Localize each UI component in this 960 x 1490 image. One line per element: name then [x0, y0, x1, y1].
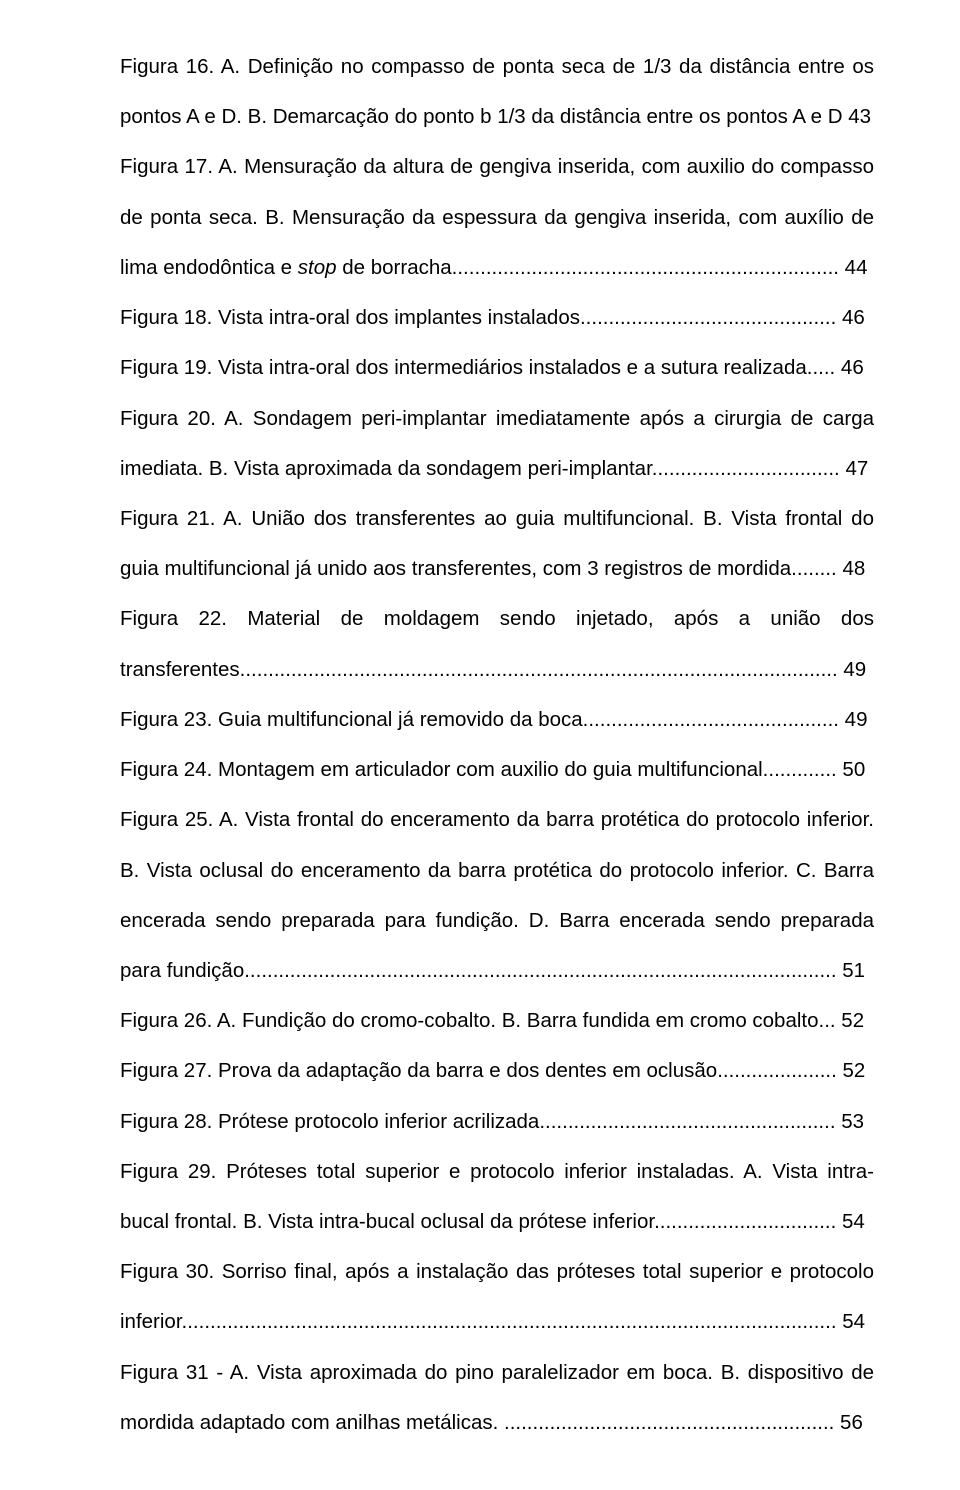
figure-entry: Figura 20. A. Sondagem peri-implantar im… [120, 394, 874, 494]
page-number: 43 [843, 105, 872, 128]
figure-label: Figura 25. [120, 808, 213, 831]
page-number: 51 [837, 959, 866, 982]
leader-dots: ........................................… [240, 658, 838, 681]
figure-label: Figura 29. [120, 1160, 216, 1183]
leader-dots: ........................................… [452, 256, 839, 279]
leader-dots: ........................................… [244, 959, 836, 982]
figure-entry: Figura 24. Montagem em articulador com a… [120, 745, 874, 795]
leader-dots: ... [819, 1009, 836, 1032]
page-number: 52 [836, 1009, 865, 1032]
leader-dots: ................................. [652, 457, 840, 480]
figure-label: Figura 23. [120, 708, 212, 731]
figure-label: Figura 19. [120, 356, 212, 379]
figure-entry: Figura 31 - A. Vista aproximada do pino … [120, 1348, 874, 1448]
page-number: 50 [837, 758, 866, 781]
leader-dots: ........................................… [504, 1411, 834, 1434]
figure-entry: Figura 22. Material de moldagem sendo in… [120, 594, 874, 694]
figure-entry: Figura 17. A. Mensuração da altura de ge… [120, 142, 874, 293]
figure-label: Figura 21. [120, 507, 215, 530]
figure-description: Guia multifuncional já removido da boca [212, 708, 582, 731]
page-number: 44 [839, 256, 868, 279]
figure-label: Figura 30. [120, 1260, 214, 1283]
page-number: 46 [836, 306, 865, 329]
figure-entry: Figura 30. Sorriso final, após a instala… [120, 1247, 874, 1347]
leader-dots: ................................ [654, 1210, 836, 1233]
figure-description: Prova da adaptação da barra e dos dentes… [212, 1059, 717, 1082]
figure-description-italic: stop [298, 256, 337, 279]
page-number: 56 [834, 1411, 863, 1434]
figure-label: Figura 20. [120, 407, 216, 430]
page-number: 53 [836, 1110, 865, 1133]
figure-entry: Figura 23. Guia multifuncional já removi… [120, 695, 874, 745]
figure-entry: Figura 29. Próteses total superior e pro… [120, 1147, 874, 1247]
figure-entry: Figura 28. Prótese protocolo inferior ac… [120, 1097, 874, 1147]
leader-dots: ............. [763, 758, 837, 781]
figure-description: Montagem em articulador com auxilio do g… [212, 758, 762, 781]
figure-label: Figura 27. [120, 1059, 212, 1082]
figure-description: A. Vista frontal do enceramento da barra… [120, 808, 874, 982]
figure-entry: Figura 18. Vista intra-oral dos implante… [120, 293, 874, 343]
figure-label: Figura 28. [120, 1110, 212, 1133]
figure-label: Figura 17. [120, 155, 213, 178]
figure-label: Figura 24. [120, 758, 212, 781]
leader-dots: ........................................… [580, 306, 836, 329]
figure-entry: Figura 21. A. União dos transferentes ao… [120, 494, 874, 594]
figure-description: A. Fundição do cromo-cobalto. B. Barra f… [212, 1009, 818, 1032]
figure-entry: Figura 27. Prova da adaptação da barra e… [120, 1046, 874, 1096]
leader-dots: ........................................… [182, 1310, 837, 1333]
page-number: 48 [837, 557, 866, 580]
figure-description: Vista intra-oral dos implantes instalado… [212, 306, 580, 329]
page-number: 49 [839, 708, 868, 731]
figure-description: Vista intra-oral dos intermediários inst… [212, 356, 806, 379]
figure-entry: Figura 19. Vista intra-oral dos intermed… [120, 343, 874, 393]
leader-dots: ..................... [717, 1059, 837, 1082]
page-number: 46 [835, 356, 864, 379]
page-number: 49 [838, 658, 867, 681]
figure-description: A. União dos transferentes ao guia multi… [120, 507, 874, 580]
figure-description: Prótese protocolo inferior acrilizada [212, 1110, 539, 1133]
figure-label: Figura 31 - [120, 1361, 223, 1384]
figure-entry: Figura 26. A. Fundição do cromo-cobalto.… [120, 996, 874, 1046]
figure-label: Figura 16. [120, 55, 214, 78]
figure-entry: Figura 16. A. Definição no compasso de p… [120, 42, 874, 142]
leader-dots: ........................................… [539, 1110, 835, 1133]
leader-dots: ..... [807, 356, 835, 379]
figure-list: Figura 16. A. Definição no compasso de p… [120, 42, 874, 1448]
figure-description-after: de borracha [337, 256, 452, 279]
page-number: 52 [837, 1059, 866, 1082]
figure-label: Figura 18. [120, 306, 212, 329]
leader-dots: ........ [791, 557, 837, 580]
figure-label: Figura 22. [120, 607, 227, 630]
page-number: 47 [840, 457, 869, 480]
page-number: 54 [836, 1210, 865, 1233]
page-number: 54 [837, 1310, 866, 1333]
figure-label: Figura 26. [120, 1009, 212, 1032]
figure-description: A. Definição no compasso de ponta seca d… [120, 55, 874, 128]
figure-entry: Figura 25. A. Vista frontal do enceramen… [120, 795, 874, 996]
leader-dots: ........................................… [583, 708, 839, 731]
